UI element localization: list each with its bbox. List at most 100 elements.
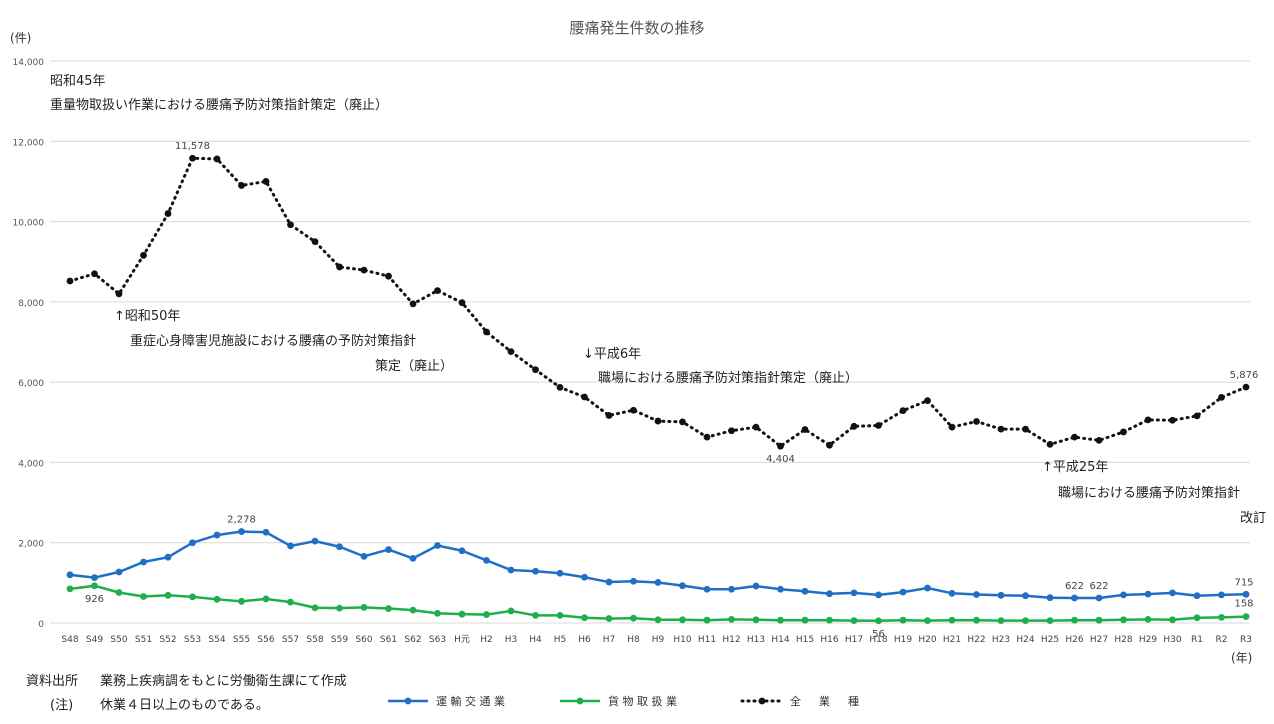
data-point <box>924 397 931 405</box>
data-point <box>213 531 221 539</box>
data-point <box>1144 590 1152 598</box>
data-point <box>1242 383 1250 391</box>
data-point <box>1022 617 1029 624</box>
data-point <box>581 614 588 622</box>
data-label: 11,578 <box>175 141 210 152</box>
data-point <box>801 587 809 595</box>
data-point <box>703 433 711 441</box>
x-tick-label: H16 <box>820 635 838 645</box>
data-point <box>679 418 686 426</box>
x-tick-label: S51 <box>135 635 152 645</box>
data-point <box>1193 592 1201 600</box>
data-point <box>875 591 882 599</box>
x-tick-label: R3 <box>1240 635 1252 645</box>
data-point <box>532 567 539 575</box>
data-point <box>1120 616 1127 624</box>
data-point <box>826 590 833 598</box>
data-point <box>409 606 417 614</box>
data-point <box>287 542 294 550</box>
data-point <box>360 266 368 274</box>
data-point <box>826 441 833 449</box>
data-point <box>140 251 147 259</box>
y-tick-label: 0 <box>38 620 44 630</box>
data-point <box>679 582 686 590</box>
data-point <box>507 348 515 356</box>
x-tick-label: H12 <box>722 635 740 645</box>
annotation-h6-text: 職場における腰痛予防対策指針策定（廃止） <box>598 371 859 386</box>
data-point <box>581 393 588 401</box>
data-point <box>605 412 613 419</box>
data-point <box>630 577 637 585</box>
data-point <box>728 585 735 593</box>
data-point <box>115 290 123 298</box>
grid <box>50 60 1250 624</box>
data-point <box>1218 393 1225 401</box>
data-point <box>311 238 319 246</box>
note-label: (注) <box>50 698 74 713</box>
data-point <box>409 554 417 562</box>
data-label: 622 <box>1065 581 1084 592</box>
data-point <box>1022 592 1029 600</box>
x-tick-label: H19 <box>894 635 912 645</box>
x-tick-label: H24 <box>1016 635 1034 645</box>
data-point <box>434 287 441 295</box>
legend-label: 貨 物 取 扱 業 <box>608 694 677 708</box>
data-point <box>532 366 539 374</box>
data-point <box>213 595 221 603</box>
data-point <box>164 591 172 599</box>
data-point <box>777 585 784 593</box>
x-tick-label: H4 <box>529 635 542 645</box>
legend-marker <box>404 697 412 705</box>
x-tick-label: S50 <box>110 635 127 645</box>
legend-marker <box>758 697 766 705</box>
x-tick-label: H21 <box>943 635 961 645</box>
data-point <box>924 584 931 592</box>
annotation-s45-year: 昭和45年 <box>50 74 106 89</box>
annotation-s45-text: 重量物取扱い作業における腰痛予防対策指針策定（廃止） <box>50 98 389 113</box>
data-point <box>973 591 980 598</box>
data-point <box>311 537 319 545</box>
data-point <box>1120 591 1127 599</box>
data-point <box>385 605 392 612</box>
x-tick-label: S59 <box>331 635 348 645</box>
source-text: 業務上疾病調をもとに労働衛生課にて作成 <box>100 674 347 689</box>
x-tick-label: R2 <box>1216 635 1228 645</box>
data-point <box>1120 428 1127 436</box>
data-point <box>875 617 882 625</box>
data-point <box>1022 425 1029 433</box>
data-point <box>140 593 147 600</box>
x-tick-label: H18 <box>869 635 887 645</box>
data-point <box>483 556 490 564</box>
y-tick-label: 10,000 <box>13 219 45 229</box>
x-axis-label: (年) <box>1231 651 1252 665</box>
y-tick-label: 12,000 <box>13 138 45 148</box>
data-point <box>1193 614 1201 622</box>
data-point <box>238 528 245 535</box>
annotation-s50-text1: 重症心身障害児施設における腰痛の予防対策指針 <box>130 334 417 349</box>
data-point <box>679 616 686 624</box>
x-tick-label: S48 <box>61 635 78 645</box>
data-point <box>409 300 417 308</box>
data-point <box>630 406 637 414</box>
data-point <box>1046 594 1054 602</box>
x-tick-label: H14 <box>771 635 789 645</box>
data-point <box>262 595 270 603</box>
data-point <box>1095 616 1103 624</box>
data-point <box>850 589 858 597</box>
data-point <box>91 582 98 590</box>
data-point <box>311 604 319 612</box>
data-point <box>752 616 760 624</box>
x-tick-label: H8 <box>627 635 640 645</box>
data-point <box>140 558 147 566</box>
data-point <box>434 542 441 549</box>
data-point <box>189 539 196 547</box>
data-point <box>973 616 980 624</box>
y-tick-label: 2,000 <box>18 540 44 550</box>
data-point <box>556 383 564 391</box>
data-point <box>91 574 98 582</box>
x-tick-label: H7 <box>603 635 616 645</box>
data-point <box>875 422 882 429</box>
data-label: 4,404 <box>766 454 795 465</box>
x-tick-label: S53 <box>184 635 201 645</box>
annotation-h25-text2: 改訂 <box>1240 511 1267 526</box>
